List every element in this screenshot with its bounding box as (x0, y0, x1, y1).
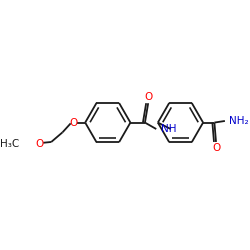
Text: O: O (144, 92, 152, 102)
Text: O: O (70, 118, 78, 128)
Text: NH: NH (161, 124, 176, 134)
Text: O: O (212, 143, 220, 153)
Text: O: O (36, 138, 44, 148)
Text: NH₂: NH₂ (229, 116, 248, 126)
Text: H₃C: H₃C (0, 138, 19, 148)
